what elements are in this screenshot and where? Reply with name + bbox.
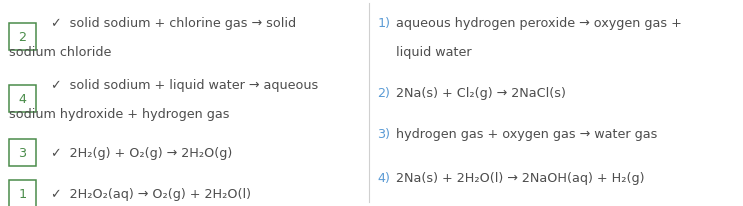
Text: aqueous hydrogen peroxide → oxygen gas +: aqueous hydrogen peroxide → oxygen gas + (396, 17, 682, 30)
Text: ✓  2H₂O₂(aq) → O₂(g) + 2H₂O(l): ✓ 2H₂O₂(aq) → O₂(g) + 2H₂O(l) (51, 187, 250, 200)
Text: ✓  solid sodium + chlorine gas → solid: ✓ solid sodium + chlorine gas → solid (51, 17, 296, 30)
FancyBboxPatch shape (9, 180, 36, 206)
FancyBboxPatch shape (9, 139, 36, 166)
Text: 1: 1 (19, 187, 26, 200)
Text: 4: 4 (19, 92, 26, 105)
Text: liquid water: liquid water (396, 46, 472, 59)
Text: ✓  2H₂(g) + O₂(g) → 2H₂O(g): ✓ 2H₂(g) + O₂(g) → 2H₂O(g) (51, 146, 232, 159)
Text: sodium hydroxide + hydrogen gas: sodium hydroxide + hydrogen gas (9, 108, 230, 121)
Text: 3: 3 (19, 146, 26, 159)
Text: 1): 1) (377, 17, 390, 30)
Text: hydrogen gas + oxygen gas → water gas: hydrogen gas + oxygen gas → water gas (396, 128, 658, 140)
FancyBboxPatch shape (9, 85, 36, 112)
Text: 4): 4) (377, 171, 390, 184)
Text: 3): 3) (377, 128, 390, 140)
Text: 2: 2 (19, 31, 26, 43)
Text: 2Na(s) + 2H₂O(l) → 2NaOH(aq) + H₂(g): 2Na(s) + 2H₂O(l) → 2NaOH(aq) + H₂(g) (396, 171, 644, 184)
Text: ✓  solid sodium + liquid water → aqueous: ✓ solid sodium + liquid water → aqueous (51, 79, 318, 92)
Text: 2): 2) (377, 86, 390, 99)
FancyBboxPatch shape (9, 24, 36, 50)
Text: 2Na(s) + Cl₂(g) → 2NaCl(s): 2Na(s) + Cl₂(g) → 2NaCl(s) (396, 86, 566, 99)
Text: sodium chloride: sodium chloride (9, 46, 111, 59)
